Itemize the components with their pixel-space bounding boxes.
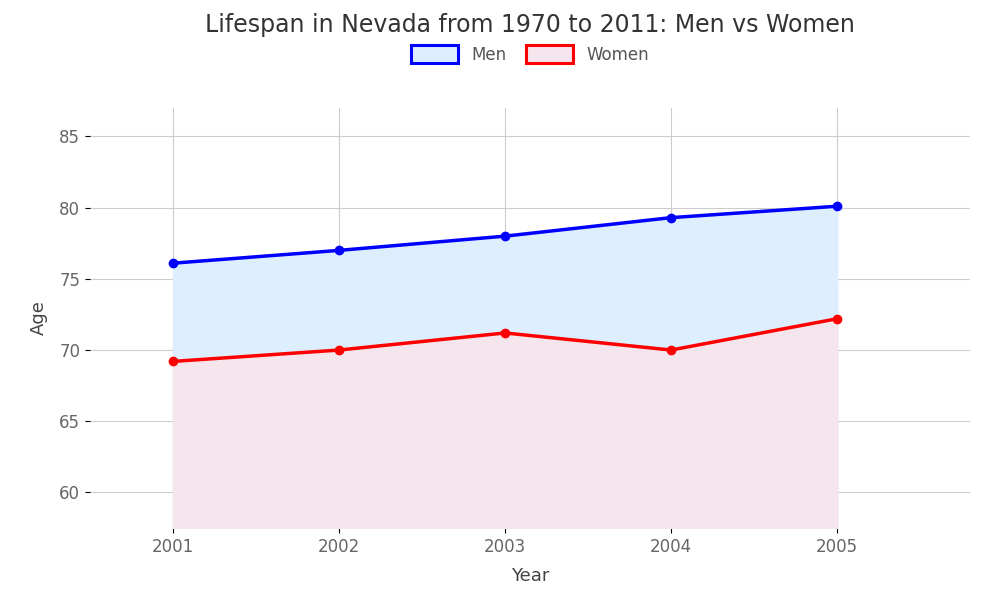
Title: Lifespan in Nevada from 1970 to 2011: Men vs Women: Lifespan in Nevada from 1970 to 2011: Me… bbox=[205, 13, 855, 37]
Y-axis label: Age: Age bbox=[30, 301, 48, 335]
X-axis label: Year: Year bbox=[511, 567, 549, 585]
Legend: Men, Women: Men, Women bbox=[411, 45, 649, 64]
